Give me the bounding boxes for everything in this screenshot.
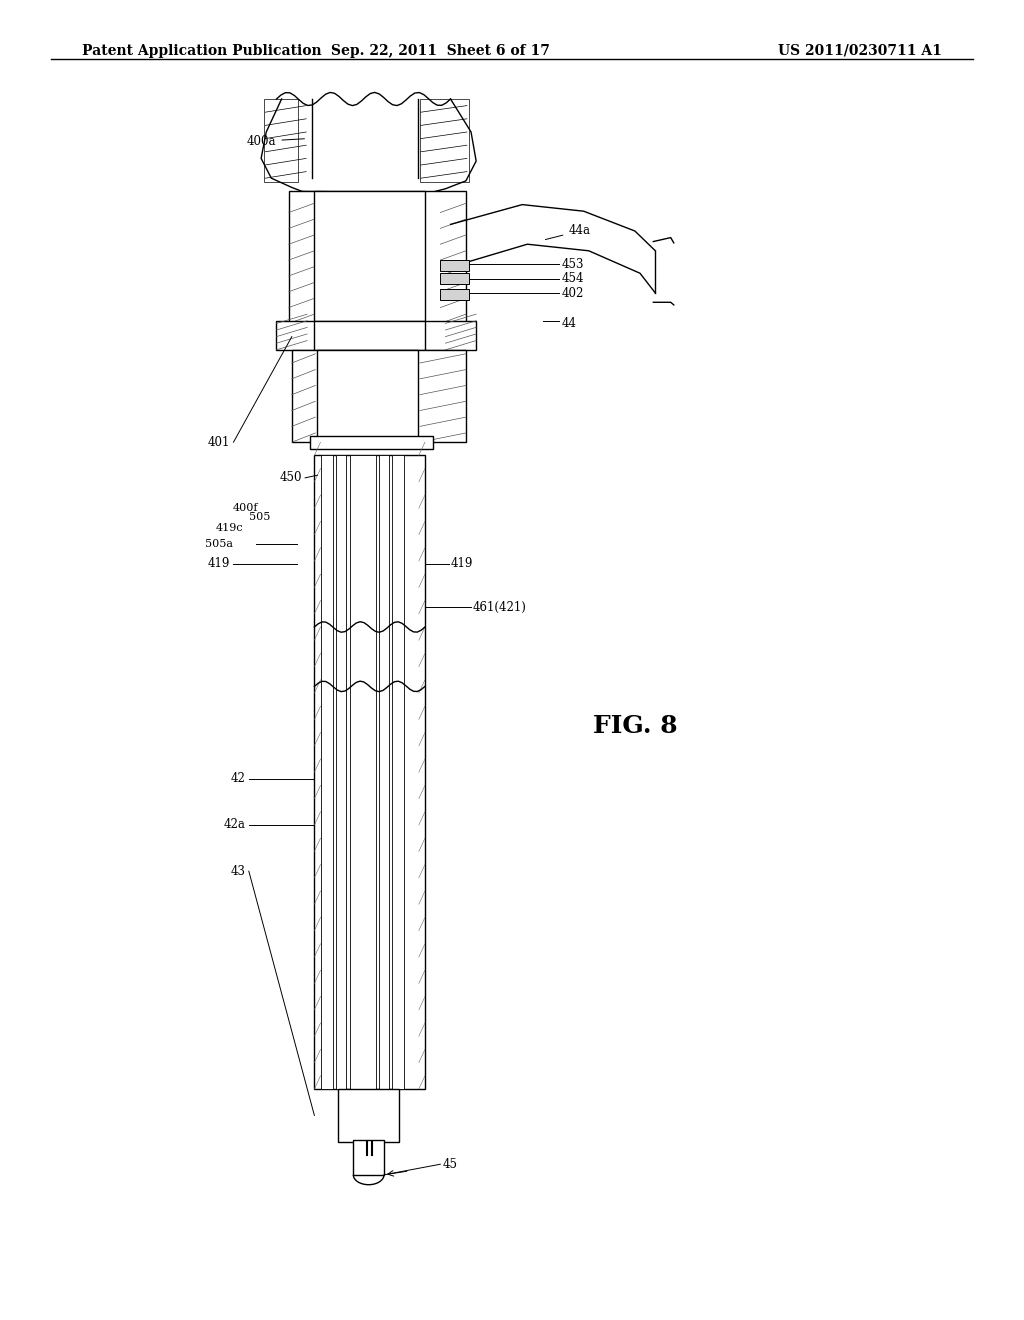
Bar <box>336 455 346 1089</box>
Bar <box>310 436 433 449</box>
FancyBboxPatch shape <box>420 99 469 182</box>
Bar <box>338 1089 399 1142</box>
Text: 44: 44 <box>561 317 577 330</box>
Text: 44a: 44a <box>546 224 590 239</box>
Bar <box>314 455 425 1089</box>
Text: 401: 401 <box>208 436 230 449</box>
Text: 505: 505 <box>249 512 270 523</box>
Text: 461(421): 461(421) <box>473 601 527 614</box>
Bar <box>292 350 466 442</box>
Text: 43: 43 <box>230 865 246 878</box>
Bar <box>440 273 469 284</box>
Text: 42a: 42a <box>224 818 246 832</box>
Text: Sep. 22, 2011  Sheet 6 of 17: Sep. 22, 2011 Sheet 6 of 17 <box>331 44 550 58</box>
Text: 450: 450 <box>280 471 302 484</box>
Bar <box>440 260 469 271</box>
Bar <box>321 455 333 1089</box>
Bar <box>379 455 389 1089</box>
Text: 400f: 400f <box>232 503 258 513</box>
Text: 402: 402 <box>561 286 584 300</box>
Text: 419c: 419c <box>216 523 244 533</box>
Bar <box>317 350 418 442</box>
Text: 400a: 400a <box>247 135 304 148</box>
Text: 419: 419 <box>208 557 230 570</box>
Text: 42: 42 <box>230 772 246 785</box>
Bar <box>289 191 466 323</box>
Bar <box>314 191 425 323</box>
Text: 45: 45 <box>442 1158 458 1171</box>
Bar <box>440 289 469 300</box>
Text: FIG. 8: FIG. 8 <box>593 714 677 738</box>
FancyBboxPatch shape <box>264 99 298 182</box>
Text: 454: 454 <box>561 272 584 285</box>
Bar <box>392 455 404 1089</box>
Bar <box>314 321 425 350</box>
Text: 419: 419 <box>451 557 473 570</box>
Text: US 2011/0230711 A1: US 2011/0230711 A1 <box>778 44 942 58</box>
Text: 453: 453 <box>561 257 584 271</box>
Bar <box>276 321 476 350</box>
Text: Patent Application Publication: Patent Application Publication <box>82 44 322 58</box>
Bar <box>353 1140 384 1175</box>
Text: 505a: 505a <box>206 539 233 549</box>
Bar <box>350 455 376 1089</box>
